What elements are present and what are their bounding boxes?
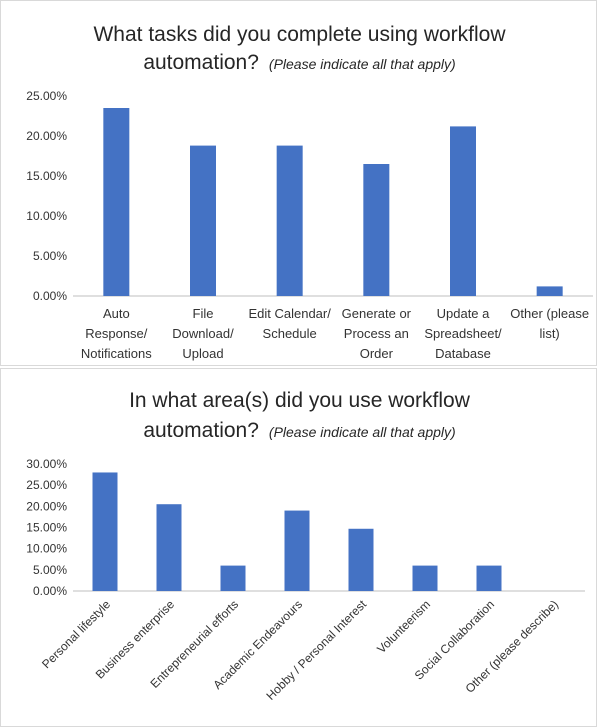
bar (348, 528, 374, 591)
bar (92, 472, 118, 591)
x-tick-label: list) (540, 326, 560, 341)
y-tick-label: 15.00% (26, 521, 67, 535)
y-tick-label: 0.00% (33, 289, 67, 303)
chart-subtitle: (Please indicate all that apply) (268, 56, 456, 72)
chart-title-line1: In what area(s) did you use workflow (129, 389, 470, 412)
y-tick-label: 20.00% (26, 129, 67, 143)
x-tick-label: File (193, 306, 214, 321)
bar (412, 565, 438, 591)
x-tick-label: Database (435, 346, 491, 361)
bar (276, 145, 303, 296)
x-tick-label: Edit Calendar/ (248, 306, 331, 321)
y-tick-label: 10.00% (26, 209, 67, 223)
x-tick-label: Order (360, 346, 394, 361)
bar (450, 126, 476, 297)
chart-title-line2: automation? (Please indicate all that app… (143, 51, 456, 74)
bar (363, 164, 390, 296)
x-tick-label: Process an (344, 326, 409, 341)
x-tick-label: Response/ (85, 326, 148, 341)
x-tick-label: Auto (103, 306, 130, 321)
x-tick-label: Schedule (263, 326, 317, 341)
x-tick-label: Volunteerism (374, 597, 433, 656)
y-tick-label: 30.00% (26, 457, 67, 471)
x-tick-label: Spreadsheet/ (424, 326, 502, 341)
bar (220, 565, 246, 591)
chart-title-line2: automation? (Please indicate all that app… (143, 419, 456, 442)
bar (284, 510, 310, 591)
chart-title-line1: What tasks did you complete using workfl… (93, 23, 506, 46)
y-tick-label: 20.00% (26, 499, 67, 513)
areas-bar-chart: 0.00% 5.00% 10.00% 15.00% 20.00% 25.00% 30.00%… (26, 457, 585, 703)
y-tick-label: 15.00% (26, 169, 67, 183)
bar (156, 504, 182, 591)
x-tick-label: Upload (182, 346, 223, 361)
y-tick-label: 0.00% (33, 584, 67, 598)
chart-panel-areas: In what area(s) did you use workflow aut… (0, 368, 597, 727)
chart-panel-tasks: What tasks did you complete using workfl… (0, 0, 597, 366)
tasks-bar-chart: 0.00% 5.00% 10.00% 15.00% 20.00% 25.00% Auto Re… (26, 89, 593, 361)
x-tick-label: Download/ (172, 326, 234, 341)
y-tick-label: 5.00% (33, 249, 67, 263)
y-tick-label: 10.00% (26, 542, 67, 556)
bar (190, 145, 216, 296)
y-tick-label: 25.00% (26, 478, 67, 492)
x-tick-label: Other (please (510, 306, 589, 321)
y-tick-label: 25.00% (26, 89, 67, 103)
bar (103, 108, 130, 296)
chart-subtitle: (Please indicate all that apply) (268, 424, 456, 440)
x-tick-label: Notifications (81, 346, 152, 361)
x-tick-label: Update a (437, 306, 491, 321)
x-tick-label: Personal lifestyle (39, 597, 113, 671)
bar (476, 565, 502, 591)
bar (536, 286, 563, 296)
x-tick-label: Generate or (342, 306, 412, 321)
y-tick-label: 5.00% (33, 563, 67, 577)
